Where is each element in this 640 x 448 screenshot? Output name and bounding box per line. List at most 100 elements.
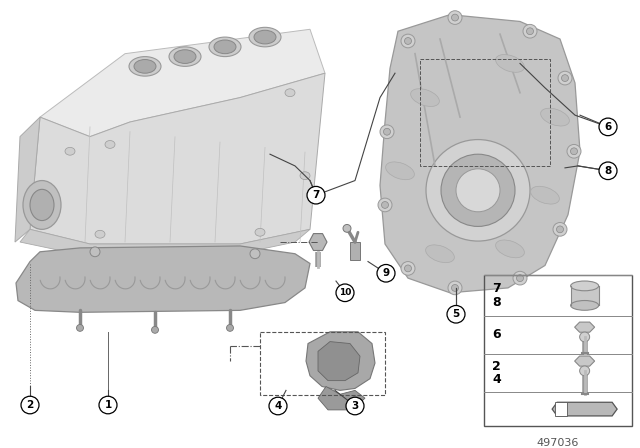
Ellipse shape bbox=[95, 230, 105, 238]
Ellipse shape bbox=[495, 240, 524, 258]
Circle shape bbox=[343, 224, 351, 232]
Ellipse shape bbox=[209, 37, 241, 56]
Ellipse shape bbox=[531, 186, 559, 204]
Text: 6: 6 bbox=[604, 122, 612, 132]
Text: 9: 9 bbox=[383, 268, 390, 278]
Circle shape bbox=[451, 284, 458, 291]
Circle shape bbox=[561, 75, 568, 82]
Circle shape bbox=[527, 28, 534, 34]
Circle shape bbox=[426, 140, 530, 241]
Ellipse shape bbox=[300, 172, 310, 180]
Circle shape bbox=[553, 223, 567, 236]
Circle shape bbox=[451, 14, 458, 21]
Circle shape bbox=[513, 271, 527, 285]
Ellipse shape bbox=[174, 50, 196, 64]
Circle shape bbox=[336, 284, 354, 302]
Polygon shape bbox=[306, 332, 375, 390]
Ellipse shape bbox=[105, 141, 115, 148]
Bar bbox=[420, 59, 550, 166]
Circle shape bbox=[269, 397, 287, 415]
Circle shape bbox=[599, 162, 617, 180]
Circle shape bbox=[557, 226, 563, 233]
Circle shape bbox=[570, 148, 577, 155]
Text: 1: 1 bbox=[104, 400, 111, 410]
Bar bbox=[555, 402, 567, 416]
Circle shape bbox=[456, 169, 500, 212]
Ellipse shape bbox=[134, 60, 156, 73]
Ellipse shape bbox=[255, 228, 265, 236]
Text: 4: 4 bbox=[275, 401, 282, 411]
Circle shape bbox=[401, 34, 415, 48]
Ellipse shape bbox=[254, 30, 276, 44]
Polygon shape bbox=[318, 387, 365, 410]
Ellipse shape bbox=[571, 301, 598, 310]
Circle shape bbox=[77, 324, 83, 332]
Circle shape bbox=[307, 186, 325, 204]
Polygon shape bbox=[318, 341, 360, 381]
Circle shape bbox=[580, 366, 589, 376]
Polygon shape bbox=[15, 117, 40, 242]
Circle shape bbox=[152, 327, 159, 333]
Polygon shape bbox=[16, 246, 310, 312]
Circle shape bbox=[381, 202, 388, 208]
Circle shape bbox=[346, 397, 364, 415]
Circle shape bbox=[558, 71, 572, 85]
Ellipse shape bbox=[30, 190, 54, 220]
Circle shape bbox=[378, 198, 392, 212]
Circle shape bbox=[404, 265, 412, 272]
Text: 3: 3 bbox=[351, 401, 358, 411]
Text: 8: 8 bbox=[492, 296, 500, 309]
Ellipse shape bbox=[285, 89, 295, 97]
Circle shape bbox=[250, 249, 260, 258]
Circle shape bbox=[380, 125, 394, 138]
Circle shape bbox=[448, 281, 462, 295]
Text: 7: 7 bbox=[312, 190, 320, 200]
Ellipse shape bbox=[249, 27, 281, 47]
Ellipse shape bbox=[214, 40, 236, 54]
Text: 10: 10 bbox=[339, 288, 351, 297]
Circle shape bbox=[227, 324, 234, 332]
Circle shape bbox=[99, 396, 117, 414]
Text: 4: 4 bbox=[492, 373, 500, 386]
Circle shape bbox=[599, 118, 617, 136]
Polygon shape bbox=[380, 15, 580, 293]
Ellipse shape bbox=[571, 281, 598, 291]
Ellipse shape bbox=[426, 245, 454, 263]
Polygon shape bbox=[552, 402, 617, 416]
Circle shape bbox=[377, 264, 395, 282]
Circle shape bbox=[441, 154, 515, 226]
Text: 8: 8 bbox=[604, 166, 612, 176]
Ellipse shape bbox=[65, 147, 75, 155]
Text: 5: 5 bbox=[452, 309, 460, 319]
Circle shape bbox=[580, 332, 589, 342]
Text: 2: 2 bbox=[26, 400, 34, 410]
Circle shape bbox=[21, 396, 39, 414]
Polygon shape bbox=[309, 233, 327, 250]
Circle shape bbox=[90, 247, 100, 257]
Circle shape bbox=[401, 262, 415, 275]
Ellipse shape bbox=[23, 181, 61, 229]
Circle shape bbox=[383, 128, 390, 135]
Text: 6: 6 bbox=[492, 328, 500, 341]
Text: 497036: 497036 bbox=[537, 438, 579, 448]
Ellipse shape bbox=[541, 108, 570, 126]
Ellipse shape bbox=[129, 56, 161, 76]
Bar bbox=[260, 332, 385, 395]
Circle shape bbox=[567, 144, 581, 158]
Circle shape bbox=[447, 306, 465, 323]
Circle shape bbox=[448, 11, 462, 24]
Polygon shape bbox=[575, 356, 595, 366]
Bar bbox=[484, 275, 632, 426]
Ellipse shape bbox=[169, 47, 201, 66]
Bar bbox=[571, 286, 598, 306]
Text: 7: 7 bbox=[492, 282, 500, 295]
Ellipse shape bbox=[495, 55, 524, 72]
Ellipse shape bbox=[386, 162, 414, 180]
Bar bbox=[350, 242, 360, 259]
Circle shape bbox=[516, 275, 524, 281]
Circle shape bbox=[404, 38, 412, 44]
Text: 2: 2 bbox=[492, 360, 500, 373]
Polygon shape bbox=[30, 73, 325, 244]
Polygon shape bbox=[575, 322, 595, 332]
Ellipse shape bbox=[411, 89, 439, 107]
